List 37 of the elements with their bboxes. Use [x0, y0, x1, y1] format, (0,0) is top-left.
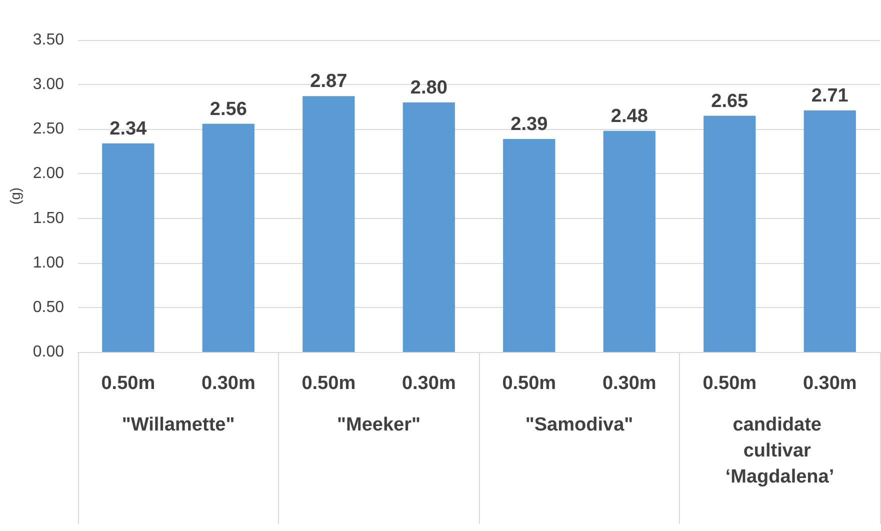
text: "Samodiva" [525, 414, 634, 436]
text: "Meeker" [337, 414, 421, 436]
y-tick-label: 3.00 [32, 76, 64, 94]
x-tick-label: 0.50m [101, 373, 156, 394]
bar [202, 124, 254, 352]
y-tick-label: 3.50 [32, 32, 64, 48]
x-tick-label: 0.50m [302, 373, 356, 394]
bar [302, 96, 355, 352]
data-label: 2.48 [610, 106, 648, 127]
data-label: 2.65 [711, 90, 749, 112]
text: "Willamette" [122, 414, 235, 436]
x-tick-label: 0.50m [502, 373, 556, 394]
bar [102, 143, 154, 352]
y-tick-label: 0.00 [32, 344, 64, 360]
data-label: 2.39 [510, 114, 548, 135]
x-tick-label: 0.30m [802, 373, 857, 394]
y-tick-label: 2.50 [32, 120, 64, 138]
data-label: 2.80 [410, 77, 448, 98]
bar [503, 138, 556, 352]
x-tick-label: 0.30m [201, 373, 256, 394]
x-tick-label: 0.30m [402, 373, 456, 394]
bar [704, 116, 756, 352]
y-tick-label: 2.00 [32, 165, 64, 182]
text: candidate cultivar ‘Magdalena’ [725, 414, 834, 488]
y-tick-label: 1.00 [32, 254, 64, 272]
bar [603, 130, 656, 352]
y-tick-label: 1.50 [32, 210, 64, 227]
data-label: 2.71 [811, 85, 849, 106]
x-tick-label: 0.30m [602, 373, 656, 394]
x-tick-label: 0.50m [702, 373, 757, 394]
data-label: 2.87 [310, 71, 348, 92]
bar [402, 102, 455, 352]
data-label: 2.34 [110, 118, 148, 140]
data-label: 2.56 [210, 98, 247, 120]
y-axis-title: (g) [7, 187, 23, 205]
bar [804, 110, 856, 352]
y-tick-label: 0.50 [32, 298, 64, 316]
